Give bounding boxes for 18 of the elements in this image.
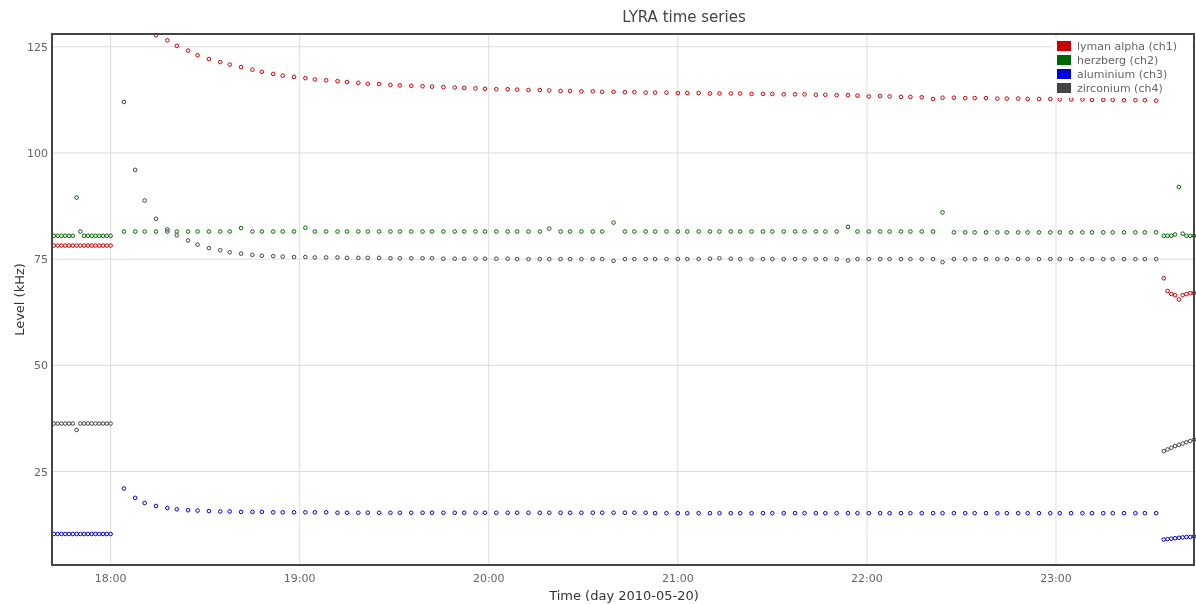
legend-label: herzberg (ch2) [1077, 54, 1159, 67]
y-tick-label: 125 [27, 40, 48, 54]
x-tick-label: 21:00 [661, 572, 694, 585]
y-tick-label: 25 [34, 465, 48, 479]
x-tick-label: 18:00 [94, 572, 127, 585]
y-axis-title: Level (kHz) [12, 263, 27, 336]
x-axis-title: Time (day 2010-05-20) [548, 588, 699, 603]
y-tick-label: 75 [34, 253, 48, 267]
x-tick-label: 23:00 [1040, 572, 1072, 585]
x-tick-label: 19:00 [283, 572, 316, 585]
legend-label: lyman alpha (ch1) [1077, 40, 1178, 53]
chart-title: LYRA time series [622, 8, 746, 26]
y-tick-label: 50 [34, 359, 48, 373]
x-tick-label: 20:00 [472, 572, 505, 585]
y-tick-label: 100 [27, 146, 48, 160]
legend-label: aluminium (ch3) [1077, 68, 1168, 81]
x-tick-label: 22:00 [851, 572, 883, 585]
legend-label: zirconium (ch4) [1077, 82, 1163, 95]
